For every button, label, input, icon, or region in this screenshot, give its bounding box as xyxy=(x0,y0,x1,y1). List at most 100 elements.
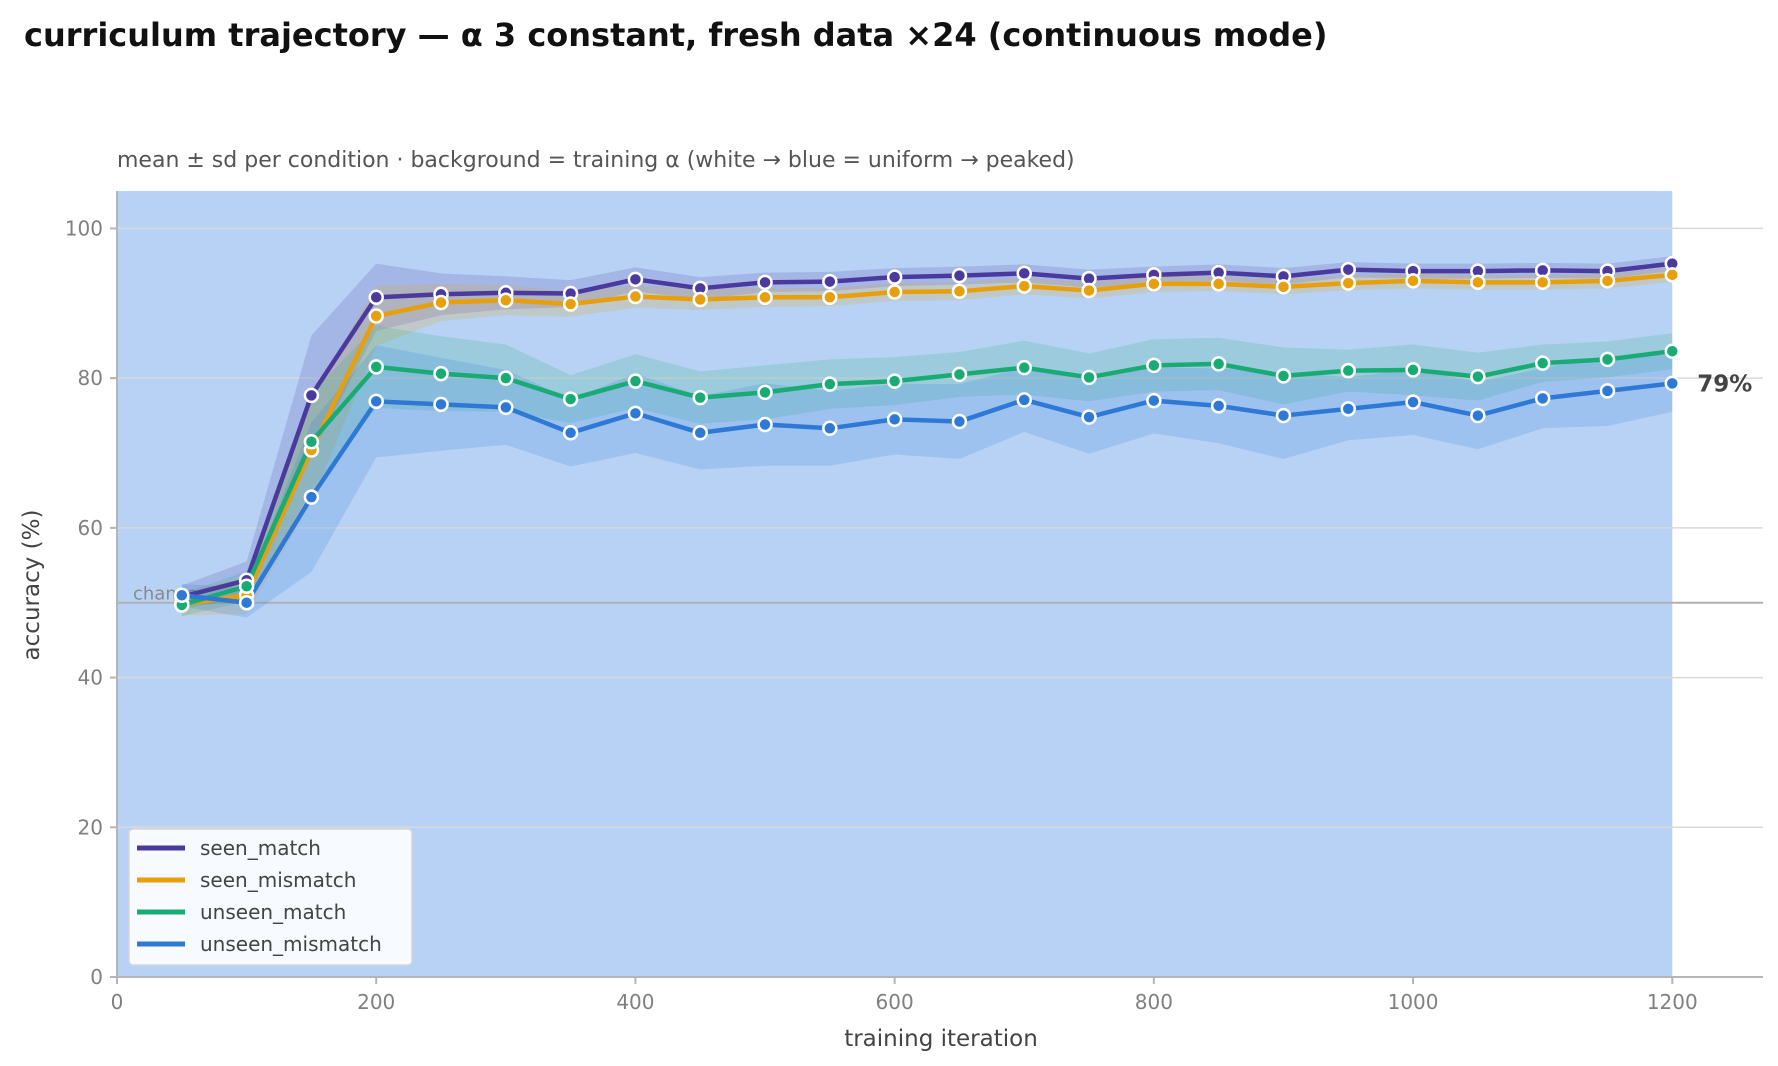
data-point-unseen_mismatch xyxy=(1146,392,1162,409)
data-point-unseen_mismatch xyxy=(1534,390,1551,407)
data-point-unseen_mismatch xyxy=(433,396,449,413)
data-point-seen_match xyxy=(1016,265,1032,282)
data-point-unseen_match xyxy=(1146,357,1162,374)
x-axis-label: training iteration xyxy=(844,1026,1038,1052)
data-point-unseen_match xyxy=(692,389,708,406)
legend-label-unseen_mismatch: unseen_mismatch xyxy=(200,932,382,956)
data-point-seen_mismatch xyxy=(433,294,449,311)
data-point-unseen_mismatch xyxy=(238,594,255,611)
data-point-seen_mismatch xyxy=(627,288,644,305)
data-point-unseen_match xyxy=(1210,356,1227,372)
data-point-seen_mismatch xyxy=(1340,275,1357,291)
data-point-unseen_mismatch xyxy=(757,416,773,433)
series-points xyxy=(174,255,1681,613)
data-point-unseen_match xyxy=(562,391,579,407)
y-tick-label: 80 xyxy=(78,366,103,390)
data-point-unseen_match xyxy=(951,366,968,383)
y-tick-label: 0 xyxy=(90,965,103,989)
data-point-unseen_mismatch xyxy=(368,393,384,410)
data-point-unseen_mismatch xyxy=(1599,383,1616,399)
data-point-unseen_match xyxy=(303,434,320,450)
x-tick-label: 800 xyxy=(1135,990,1173,1014)
data-point-unseen_match xyxy=(1534,355,1551,371)
data-point-seen_mismatch xyxy=(562,296,579,312)
data-point-unseen_match xyxy=(1016,359,1032,376)
data-point-unseen_match xyxy=(1340,362,1357,379)
data-point-unseen_mismatch xyxy=(1016,392,1032,408)
data-point-unseen_match xyxy=(627,373,644,389)
legend-label-seen_mismatch: seen_mismatch xyxy=(200,868,356,892)
data-point-unseen_mismatch xyxy=(1664,375,1681,392)
data-point-seen_match xyxy=(822,273,838,290)
data-point-unseen_mismatch xyxy=(1340,401,1357,417)
data-point-seen_mismatch xyxy=(1664,267,1681,283)
x-tick-label: 400 xyxy=(616,990,654,1014)
data-point-seen_mismatch xyxy=(951,283,968,300)
y-axis-label: accuracy (%) xyxy=(19,510,45,661)
legend-label-unseen_match: unseen_match xyxy=(200,900,346,924)
y-tick-label: 60 xyxy=(78,516,103,540)
y-tick-label: 100 xyxy=(65,216,103,240)
data-point-seen_mismatch xyxy=(1016,278,1032,294)
axes xyxy=(116,191,1763,978)
data-point-unseen_mismatch xyxy=(886,411,903,428)
data-point-unseen_match xyxy=(1664,343,1681,359)
data-point-unseen_mismatch xyxy=(1210,398,1227,414)
data-point-unseen_match xyxy=(238,578,255,594)
data-point-unseen_mismatch xyxy=(822,420,838,437)
data-point-seen_mismatch xyxy=(757,289,773,306)
end-value-label: 79% xyxy=(1697,371,1752,397)
data-point-seen_mismatch xyxy=(368,308,384,324)
x-tick-label: 0 xyxy=(111,990,124,1014)
data-point-unseen_match xyxy=(886,373,903,389)
chart-title: curriculum trajectory — α 3 constant, fr… xyxy=(24,16,1327,54)
data-point-unseen_mismatch xyxy=(1405,394,1421,410)
series-line-unseen_mismatch xyxy=(179,381,1675,605)
data-point-unseen_mismatch xyxy=(692,425,708,441)
series-line-seen_match xyxy=(179,261,1675,599)
data-point-unseen_match xyxy=(1275,368,1292,384)
x-tick-label: 600 xyxy=(876,990,914,1014)
sd-band-unseen_match xyxy=(181,325,1673,617)
legend-label-seen_match: seen_match xyxy=(200,836,321,860)
data-point-unseen_mismatch xyxy=(1275,407,1292,424)
data-point-seen_mismatch xyxy=(1470,274,1486,291)
data-point-unseen_match xyxy=(1599,351,1616,368)
data-point-seen_mismatch xyxy=(498,292,514,309)
legend: seen_match seen_mismatch unseen_matchunsee… xyxy=(128,828,413,966)
series-line-unseen_match xyxy=(179,348,1675,608)
data-point-seen_mismatch xyxy=(822,289,838,306)
data-point-unseen_match xyxy=(1081,369,1097,386)
data-point-seen_match xyxy=(1340,261,1357,278)
data-point-seen_mismatch xyxy=(1405,273,1421,289)
data-point-unseen_mismatch xyxy=(1470,407,1486,424)
data-point-unseen_mismatch xyxy=(951,413,968,430)
data-point-unseen_match xyxy=(1405,362,1421,378)
data-point-unseen_mismatch xyxy=(303,489,320,505)
data-point-unseen_mismatch xyxy=(498,399,514,416)
data-point-seen_mismatch xyxy=(1146,276,1162,292)
chart-subtitle: mean ± sd per condition · background = t… xyxy=(117,148,1075,173)
data-point-unseen_match xyxy=(822,376,838,392)
y-tick-label: 40 xyxy=(78,666,103,690)
data-point-unseen_match xyxy=(433,365,449,382)
data-point-seen_mismatch xyxy=(1599,273,1616,289)
data-point-seen_match xyxy=(757,274,773,291)
data-point-seen_mismatch xyxy=(1275,279,1292,295)
series-lines xyxy=(179,261,1675,608)
data-point-unseen_match xyxy=(757,384,773,401)
data-point-seen_mismatch xyxy=(886,284,903,300)
x-tick-label: 1200 xyxy=(1647,990,1698,1014)
legend-box xyxy=(128,828,413,966)
data-point-unseen_match xyxy=(368,359,384,375)
data-point-seen_mismatch xyxy=(1210,276,1227,292)
data-point-seen_match xyxy=(368,289,384,306)
data-point-unseen_mismatch xyxy=(1081,409,1097,425)
data-point-unseen_mismatch xyxy=(174,587,190,603)
data-point-seen_match xyxy=(886,269,903,285)
data-point-seen_match xyxy=(303,387,320,404)
data-point-seen_mismatch xyxy=(1534,274,1551,291)
data-point-unseen_mismatch xyxy=(562,425,579,441)
x-tick-label: 1000 xyxy=(1388,990,1439,1014)
